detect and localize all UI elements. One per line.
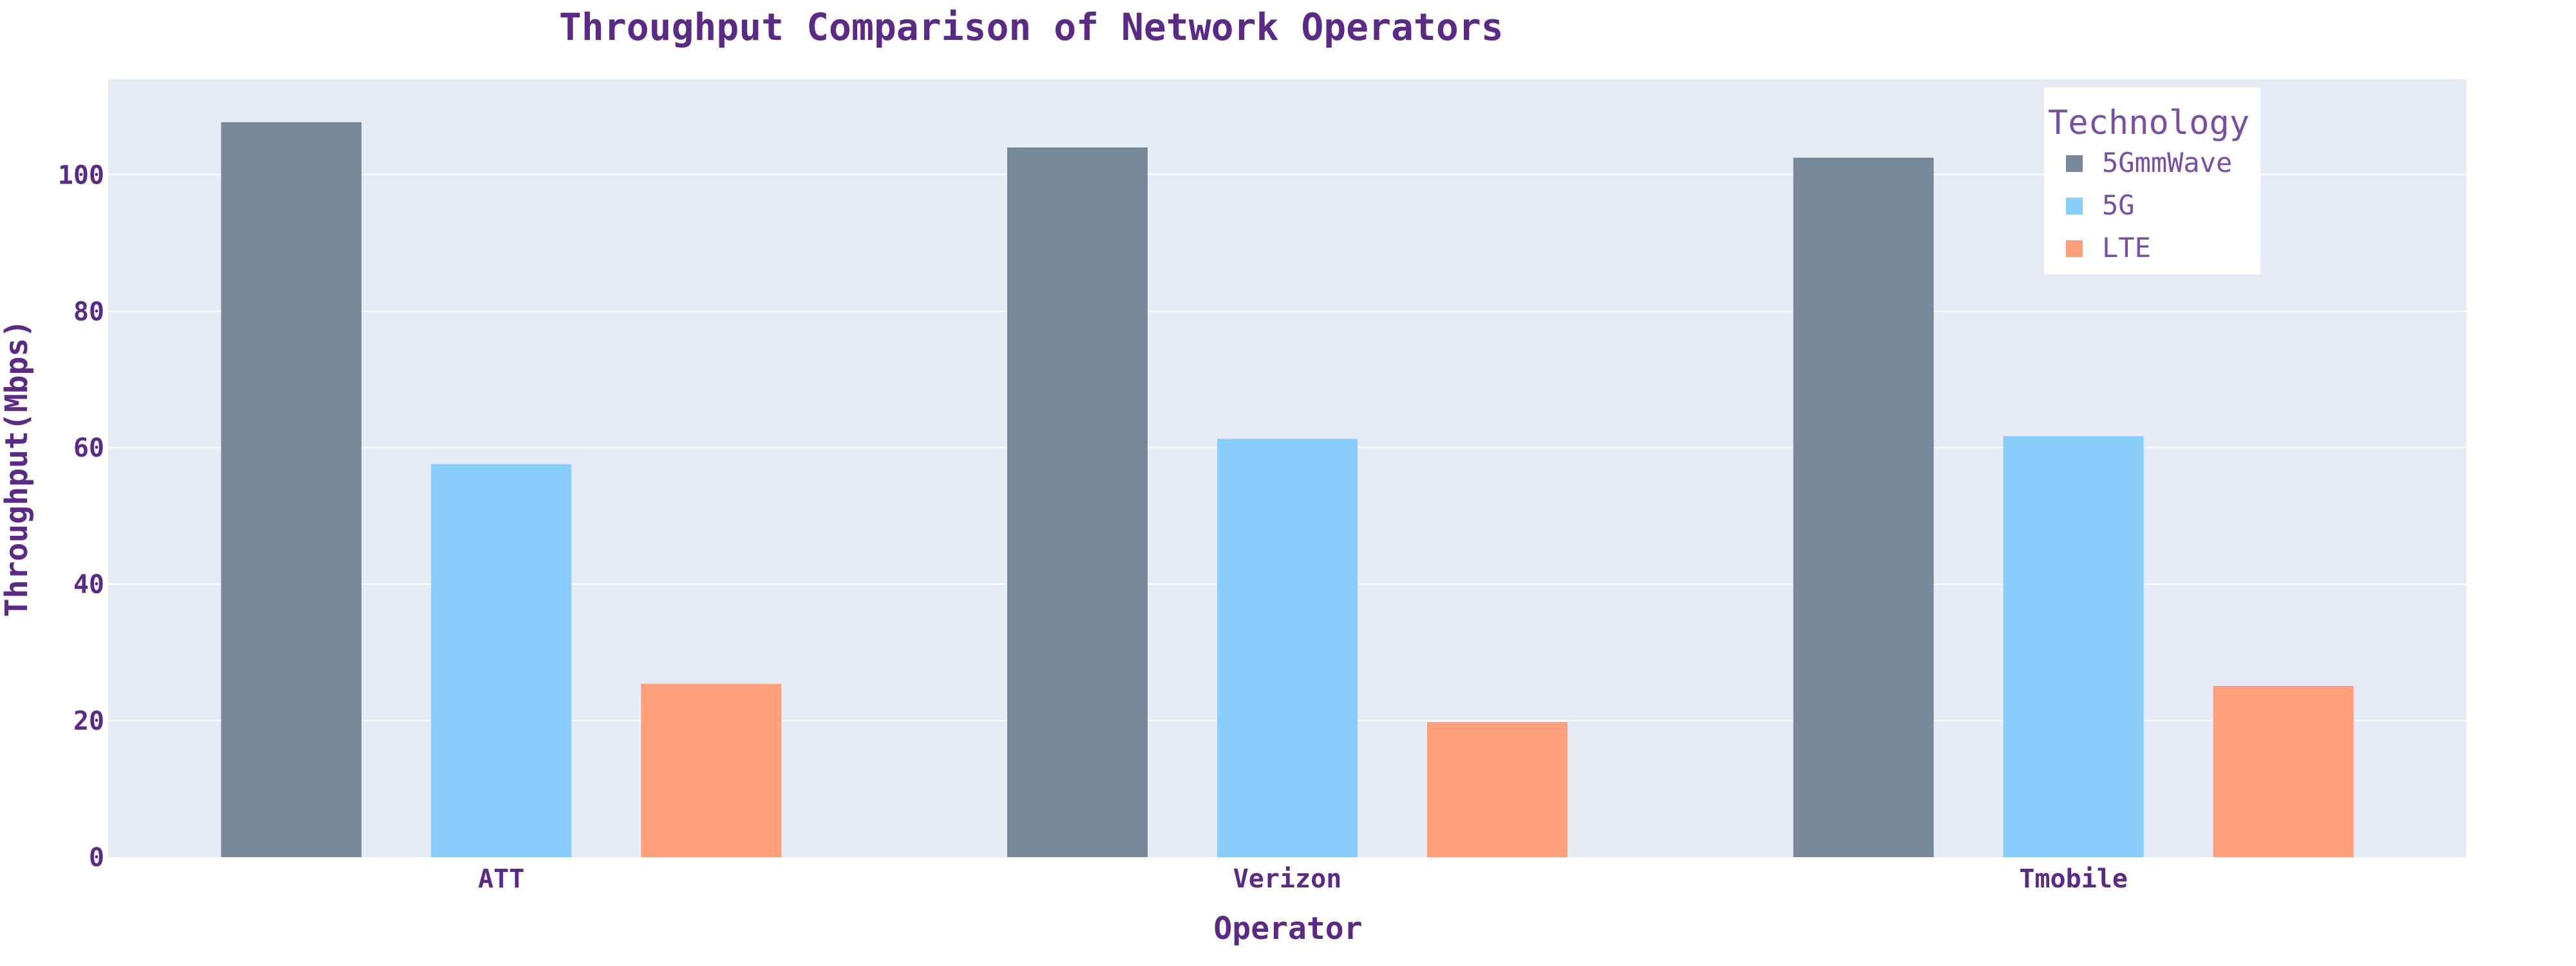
chart-title: Throughput Comparison of Network Operato… — [559, 5, 1504, 49]
legend-title: Technology — [2048, 104, 2249, 142]
legend-item-label[interactable]: 5GmmWave — [2102, 147, 2232, 178]
legend-swatch-5gmmwave — [2066, 155, 2083, 172]
y-tick-labels: 0 20 40 60 80 100 — [58, 160, 104, 873]
x-tick-labels: ATT Verizon Tmobile — [478, 864, 2128, 894]
bar-lte-verizon[interactable] — [1427, 722, 1567, 857]
bar-lte-att[interactable] — [641, 683, 782, 857]
legend-swatch-lte — [2066, 240, 2083, 257]
bar-5gmmwave-att[interactable] — [221, 122, 362, 857]
bar-5gmmwave-verizon[interactable] — [1007, 147, 1148, 858]
bar-5g-verizon[interactable] — [1217, 439, 1358, 857]
bar-5g-att[interactable] — [431, 464, 572, 857]
y-tick-label: 0 — [89, 843, 104, 873]
legend[interactable]: Technology 5GmmWave 5G LTE — [2044, 88, 2260, 274]
x-axis-title: Operator — [1213, 911, 1362, 947]
bars — [221, 122, 2354, 858]
y-tick-label: 40 — [73, 570, 104, 600]
bar-lte-tmobile[interactable] — [2213, 686, 2354, 857]
y-axis-title: Throughput(Mbps) — [0, 319, 35, 617]
y-tick-label: 20 — [73, 706, 104, 736]
x-tick-label: ATT — [478, 864, 524, 894]
bar-5gmmwave-tmobile[interactable] — [1793, 157, 1934, 858]
x-tick-label: Verizon — [1233, 864, 1342, 894]
y-tick-label: 60 — [73, 433, 104, 463]
legend-item-label[interactable]: LTE — [2102, 232, 2151, 263]
x-tick-label: Tmobile — [2019, 864, 2128, 894]
bar-5g-tmobile[interactable] — [2003, 436, 2144, 857]
y-tick-label: 100 — [58, 160, 104, 190]
legend-swatch-5g — [2066, 198, 2083, 214]
legend-item-label[interactable]: 5G — [2102, 189, 2135, 221]
y-tick-label: 80 — [73, 297, 104, 327]
